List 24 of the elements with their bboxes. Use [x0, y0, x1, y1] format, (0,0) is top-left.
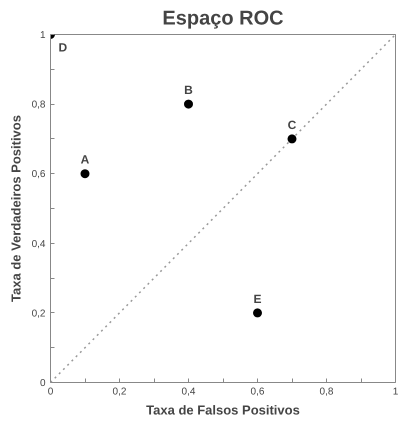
x-axis-title: Taxa de Falsos Positivos — [146, 402, 300, 418]
annotation: D — [58, 40, 68, 54]
point — [253, 308, 262, 318]
x-tick-label: 0,6 — [250, 386, 265, 398]
x-tick-label: 1 — [392, 386, 399, 398]
x-tick-label: 0,2 — [112, 386, 127, 398]
y-tick-label: 0,4 — [32, 238, 46, 250]
chart-title: Espaço ROC — [162, 8, 284, 30]
point — [288, 134, 296, 144]
x-tick-label: 0,8 — [320, 386, 334, 398]
y-axis-title: Taxa de Verdadeiros Positivos — [8, 115, 24, 302]
y-tick-label: 0,2 — [32, 308, 46, 320]
point — [184, 100, 193, 109]
annotation: A — [80, 152, 90, 167]
annotation: E — [254, 292, 262, 306]
y-tick-label: 0,8 — [32, 100, 46, 111]
y-tick-label: 0,6 — [32, 169, 46, 180]
x-tick-label: 0 — [48, 386, 54, 398]
x-tick-label: 0,4 — [182, 386, 196, 398]
point — [80, 169, 90, 178]
y-tick-label: 0 — [40, 378, 46, 389]
y-tick-label: 1 — [40, 30, 46, 41]
annotation: B — [184, 83, 194, 98]
annotation: C — [288, 118, 297, 132]
